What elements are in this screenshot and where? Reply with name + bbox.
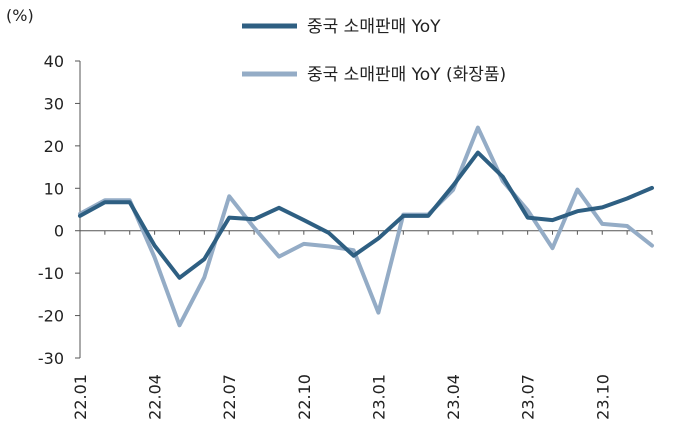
legend-label-series-2: 중국 소매판매 YoY (화장품) <box>307 65 506 85</box>
y-tick-label: 30 <box>44 94 64 113</box>
y-tick-label: 40 <box>44 52 64 71</box>
y-unit-label: (%) <box>6 6 34 25</box>
y-tick-label: 0 <box>54 222 64 241</box>
y-tick-label: -30 <box>38 349 64 368</box>
legend-label-series-1: 중국 소매판매 YoY <box>307 17 441 37</box>
series-layer <box>78 125 654 328</box>
x-axis: 22.01 22.04 22.07 22.10 23.01 23.04 23.07 23.10 <box>71 230 653 420</box>
x-tick-label: 23.07 <box>519 374 538 420</box>
y-tick-label: 10 <box>44 179 64 198</box>
series-line-2 <box>78 125 654 328</box>
x-tick-label: 22.10 <box>295 374 314 420</box>
x-tick-label: 22.01 <box>71 374 90 420</box>
series-line-1 <box>78 150 654 280</box>
y-tick-label: -20 <box>38 307 64 326</box>
legend: 중국 소매판매 YoY 중국 소매판매 YoY (화장품) <box>242 17 506 85</box>
x-tick-label: 23.04 <box>444 374 463 420</box>
x-tick-label: 23.01 <box>369 374 388 420</box>
x-tick-label: 22.04 <box>146 374 165 420</box>
x-tick-label: 23.10 <box>593 374 612 420</box>
y-tick-label: 20 <box>44 137 64 156</box>
x-tick-label: 22.07 <box>220 374 239 420</box>
y-tick-label: -10 <box>38 264 64 283</box>
y-axis: 40 30 20 10 0 -10 -20 -30 <box>38 52 81 368</box>
